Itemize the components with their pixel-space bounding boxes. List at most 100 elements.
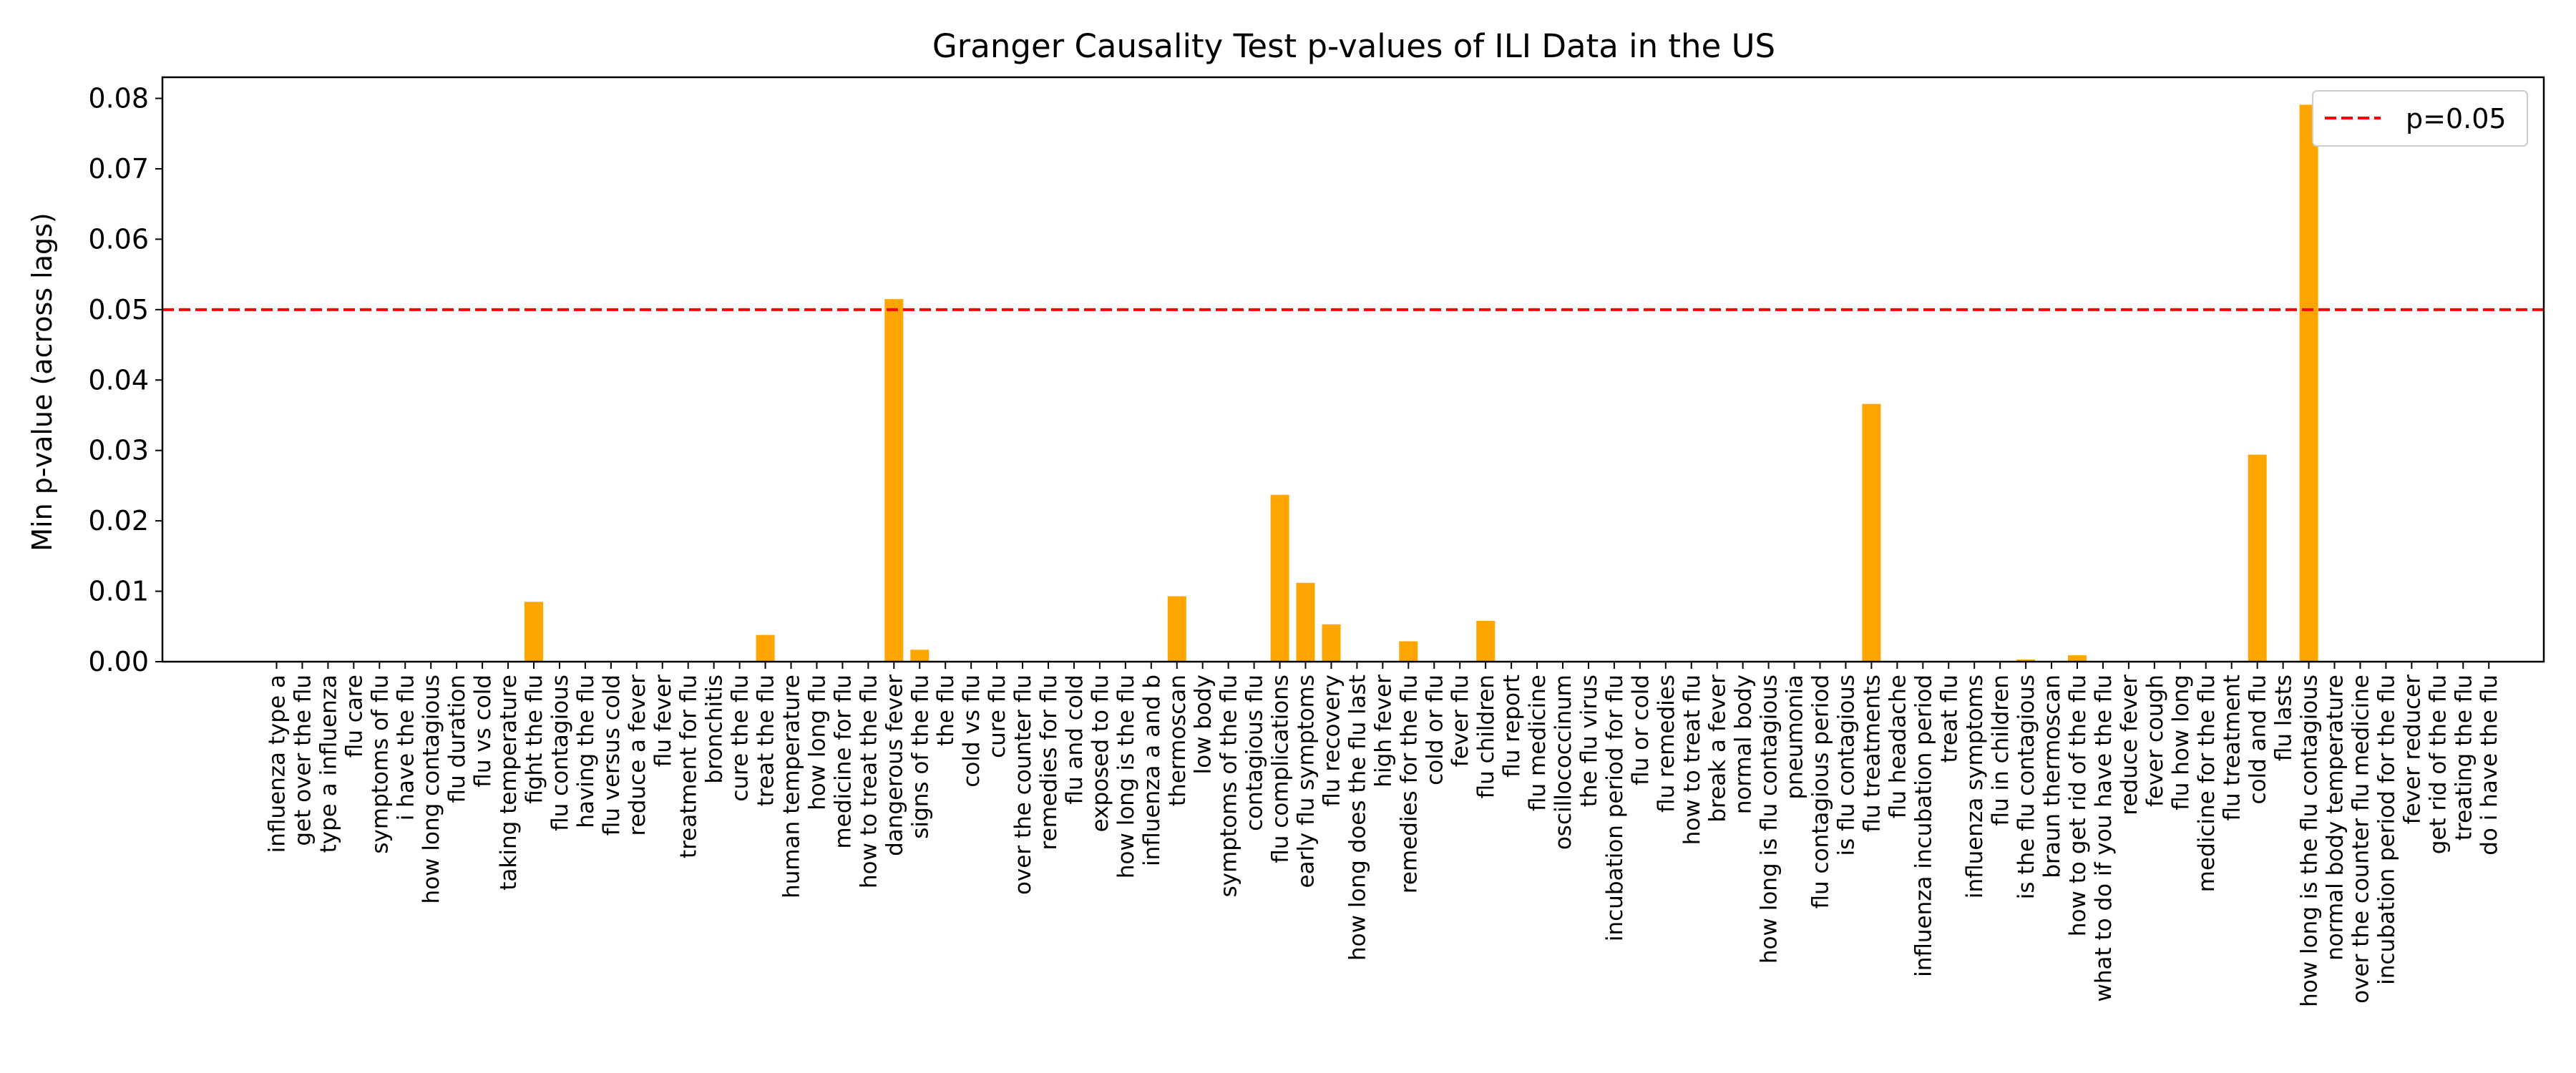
x-tick-label: remedies for flu: [1036, 675, 1062, 850]
legend: p=0.05: [2312, 90, 2528, 147]
x-tick-label: fever cough: [2142, 675, 2168, 807]
x-tick-label: flu or cold: [1628, 675, 1654, 785]
x-tick-label: the flu virus: [1576, 675, 1602, 807]
bar: [1167, 596, 1186, 662]
x-tick-label: cold or flu: [1422, 675, 1448, 785]
x-tick-label: flu headache: [1885, 675, 1911, 818]
bar: [2016, 660, 2036, 662]
x-tick-label: flu and cold: [1062, 675, 1088, 805]
y-tick-label: 0.08: [88, 83, 149, 114]
x-tick-label: flu contagious: [547, 675, 573, 831]
x-tick-label: over the counter flu medicine: [2348, 675, 2374, 1004]
x-tick-label: treatment for flu: [676, 675, 702, 858]
bar: [2248, 454, 2267, 662]
x-tick-label: normal body temperature: [2323, 675, 2348, 961]
plot-frame: [161, 76, 2545, 663]
y-axis-label: Min p-value (across lags): [26, 212, 58, 552]
x-tick-label: oscillococcinum: [1551, 675, 1576, 850]
x-tick-label: i have the flu: [393, 675, 419, 820]
bar: [884, 299, 904, 662]
x-tick-label: how long does the flu last: [1345, 675, 1370, 961]
x-tick-label: how long contagious: [419, 675, 444, 903]
x-tick-label: remedies for the flu: [1396, 675, 1422, 893]
y-tick-label: 0.07: [88, 153, 149, 185]
x-tick-label: reduce fever: [2117, 675, 2142, 815]
x-tick-label: bronchitis: [702, 675, 728, 784]
bar: [2299, 104, 2318, 662]
x-tick-label: how long is the flu contagious: [2297, 675, 2323, 1007]
x-tick-label: influenza incubation period: [1911, 675, 1936, 977]
x-tick-label: flu remedies: [1654, 675, 1679, 813]
x-tick-label: get rid of the flu: [2425, 675, 2451, 854]
x-tick-label: reduce a fever: [625, 675, 650, 836]
x-tick-label: fever flu: [1448, 675, 1473, 767]
x-tick-label: taking temperature: [496, 675, 522, 891]
bar: [1322, 624, 1341, 662]
x-tick-label: the flu: [933, 675, 959, 746]
x-tick-label: flu treatment: [2220, 675, 2245, 821]
x-tick-label: how long flu: [805, 675, 831, 810]
x-tick-label: flu report: [1499, 675, 1525, 778]
y-tick-label: 0.05: [88, 294, 149, 325]
x-tick-label: get over the flu: [290, 675, 316, 846]
x-tick-label: signs of the flu: [907, 675, 933, 839]
x-tick-label: is the flu contagious: [2014, 675, 2039, 899]
x-tick-label: how to treat flu: [1679, 675, 1705, 845]
x-tick-label: influenza a and b: [1139, 675, 1165, 866]
bar: [1270, 494, 1289, 662]
x-tick-label: dangerous fever: [882, 675, 907, 856]
x-tick-label: cure the flu: [728, 675, 753, 802]
x-tick-label: pneumonia: [1782, 675, 1808, 799]
x-tick-label: flu fever: [650, 675, 676, 767]
x-tick-label: influenza type a: [265, 675, 291, 853]
x-tick-label: symptoms of the flu: [1216, 675, 1242, 897]
x-tick-label: influenza symptoms: [1962, 675, 1988, 898]
y-tick-label: 0.00: [88, 646, 149, 677]
legend-box: [2312, 90, 2528, 147]
x-tick-label: human temperature: [779, 675, 805, 898]
x-tick-label: flu contagious period: [1808, 675, 1834, 909]
legend-threshold-label: p=0.05: [2406, 103, 2507, 134]
y-tick-label: 0.02: [88, 505, 149, 536]
y-tick-label: 0.04: [88, 364, 149, 396]
x-tick-label: low body: [1191, 675, 1216, 774]
bar: [1476, 620, 1496, 662]
x-tick-label: over the counter flu: [1010, 675, 1036, 895]
x-tick-label: is flu contagious: [1834, 675, 1860, 856]
x-tick-label: flu children: [1473, 675, 1499, 798]
x-axis: influenza type a get over the flu type a i…: [265, 662, 2502, 1007]
x-tick-label: incubation period for flu: [1602, 675, 1628, 941]
x-tick-label: flu vs cold: [470, 675, 496, 788]
x-tick-label: how long is flu contagious: [1757, 675, 1782, 964]
x-tick-label: flu lasts: [2271, 675, 2297, 761]
x-tick-label: flu how long: [2168, 675, 2194, 810]
bar: [2068, 655, 2087, 662]
x-tick-label: having the flu: [573, 675, 599, 828]
y-tick-label: 0.01: [88, 576, 149, 607]
x-tick-label: break a fever: [1705, 675, 1731, 823]
x-tick-label: incubation period for the flu: [2373, 675, 2399, 985]
bar: [910, 650, 930, 662]
x-tick-label: type a influenza: [316, 675, 341, 853]
x-tick-label: medicine for the flu: [2194, 675, 2220, 892]
chart-title: Granger Causality Test p-values of ILI D…: [932, 27, 1775, 65]
x-tick-label: how to get rid of the flu: [2065, 675, 2091, 936]
x-tick-label: treating the flu: [2451, 675, 2477, 841]
x-tick-label: fever reducer: [2399, 675, 2425, 825]
x-tick-label: flu versus cold: [599, 675, 625, 836]
x-tick-label: flu in children: [1988, 675, 2014, 826]
x-tick-label: fight the flu: [522, 675, 547, 804]
x-tick-label: how to treat the flu: [856, 675, 882, 888]
x-tick-label: contagious flu: [1242, 675, 1268, 831]
x-tick-label: flu treatments: [1859, 675, 1885, 833]
bars-group: [525, 104, 2318, 662]
x-tick-label: flu medicine: [1525, 675, 1551, 811]
bar: [1296, 582, 1315, 662]
x-tick-label: cold and flu: [2245, 675, 2271, 805]
x-tick-label: treat flu: [1936, 675, 1962, 763]
y-axis: 0.00 0.01 0.02 0.03 0.04 0.05 0.06 0.07 0.08: [88, 83, 162, 677]
x-tick-label: normal body: [1731, 675, 1757, 814]
x-tick-label: flu complications: [1268, 675, 1294, 863]
x-tick-label: exposed to flu: [1088, 675, 1113, 832]
